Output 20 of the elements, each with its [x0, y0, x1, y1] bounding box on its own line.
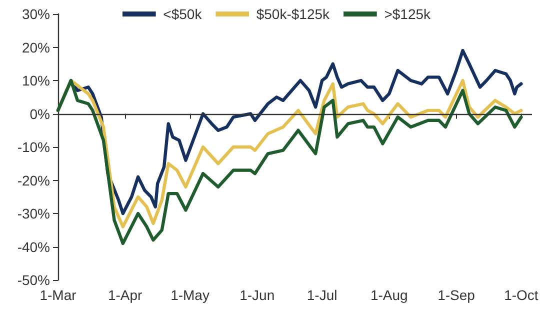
y-tick-label: 10%	[22, 72, 50, 88]
y-tick-label: 30%	[22, 6, 50, 22]
x-tick-label: 1-Jun	[240, 287, 275, 303]
x-tick-label: 1-Aug	[370, 287, 408, 303]
y-tick-label: -50%	[17, 272, 50, 288]
x-tick-label: 1-Mar	[40, 287, 77, 303]
y-tick-label: -40%	[17, 238, 50, 255]
x-tick-label: 1-Sep	[438, 287, 476, 303]
y-tick-label: -20%	[17, 172, 50, 188]
y-tick-label: 20%	[22, 39, 50, 56]
x-tick-label: 1-Apr	[108, 287, 143, 303]
x-tick-label: 1-Oct	[504, 287, 538, 303]
x-tick-label: 1-May	[170, 287, 210, 303]
y-tick-label: -10%	[17, 139, 50, 155]
x-tick-label: 1-Jul	[306, 287, 338, 303]
legend-label: <$50k	[163, 6, 203, 22]
y-tick-label: -30%	[17, 206, 50, 222]
legend-label: $50k-$125k	[256, 6, 331, 22]
legend-label: >$125k	[384, 6, 432, 22]
y-tick-label: 0%	[30, 106, 50, 122]
